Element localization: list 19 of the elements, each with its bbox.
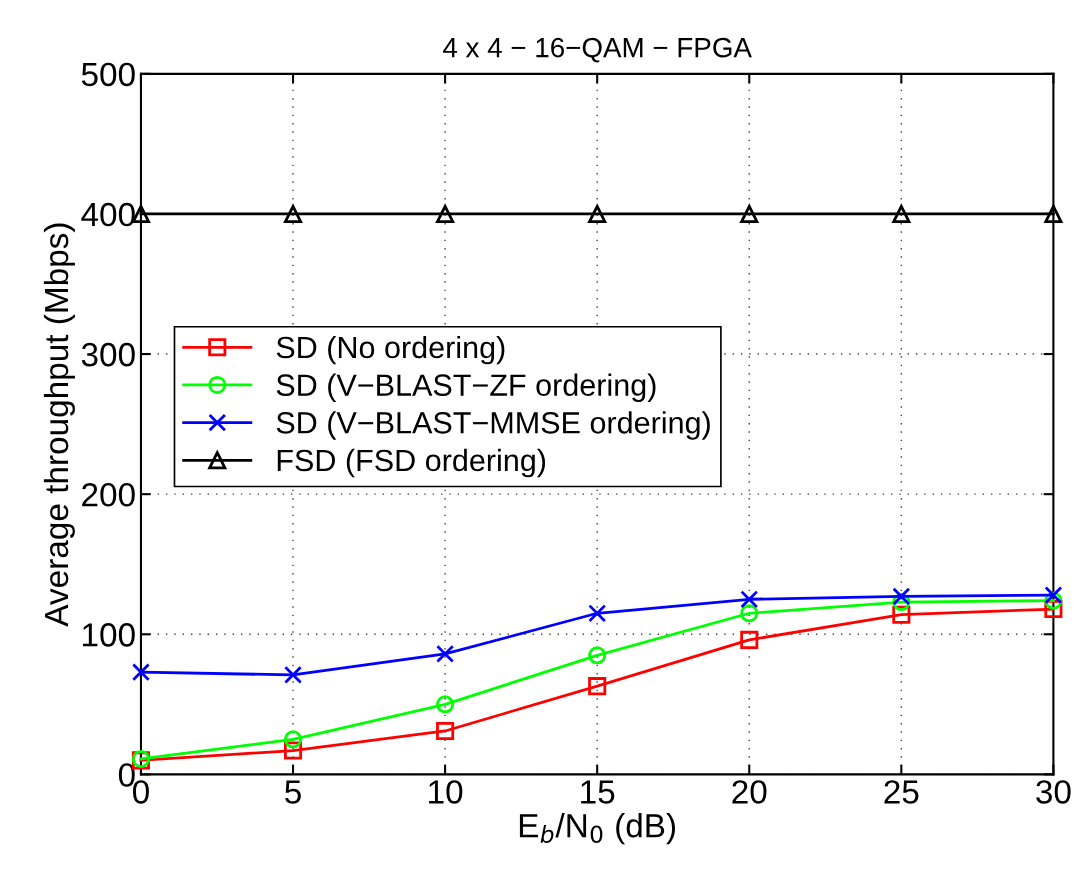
x-tick-label: 25 <box>884 780 919 804</box>
y-tick-label: 0 <box>118 763 135 787</box>
y-tick-label: 200 <box>82 482 135 507</box>
legend-label: SD (V−BLAST−MMSE ordering) <box>276 411 710 440</box>
legend-label: SD (No ordering) <box>276 335 505 365</box>
y-tick-label: 500 <box>81 62 135 87</box>
y-axis-title: Average throughput (Mbps) <box>43 223 75 627</box>
x-tick-label: 15 <box>581 780 615 804</box>
x-tick-label: 5 <box>285 780 301 804</box>
y-tick-label: 300 <box>81 342 135 367</box>
legend-label: SD (V−BLAST−ZF ordering) <box>276 373 656 403</box>
legend-label: FSD (FSD ordering) <box>277 448 546 478</box>
x-tick-label: 10 <box>429 780 463 804</box>
x-tick-label: 20 <box>732 780 767 804</box>
y-tick-label: 400 <box>81 202 135 227</box>
x-axis-title: E$_{b}$/N$_{0}$ (dB) <box>519 813 676 845</box>
x-tick-label: 30 <box>1036 780 1071 804</box>
chart-title: 4 x 4 − 16−QAM − FPGA <box>443 37 752 63</box>
y-tick-label: 100 <box>83 623 135 647</box>
